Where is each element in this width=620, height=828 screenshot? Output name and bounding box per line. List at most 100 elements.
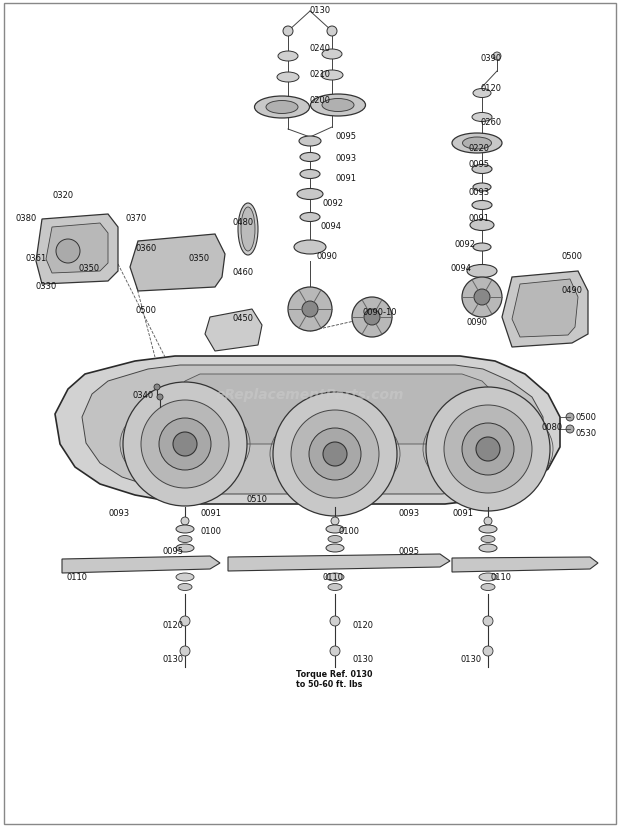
Text: 0340: 0340 bbox=[132, 390, 153, 399]
Ellipse shape bbox=[328, 584, 342, 591]
Text: 0240: 0240 bbox=[309, 43, 330, 52]
Polygon shape bbox=[130, 234, 225, 291]
Ellipse shape bbox=[277, 73, 299, 83]
Circle shape bbox=[154, 384, 160, 391]
Ellipse shape bbox=[472, 113, 492, 123]
Ellipse shape bbox=[238, 204, 258, 256]
Polygon shape bbox=[512, 280, 578, 338]
Text: 0320: 0320 bbox=[52, 190, 73, 200]
Text: 0091: 0091 bbox=[452, 509, 473, 518]
Ellipse shape bbox=[473, 89, 491, 99]
Ellipse shape bbox=[178, 584, 192, 591]
Circle shape bbox=[483, 646, 493, 657]
Text: 0500: 0500 bbox=[135, 306, 156, 314]
Circle shape bbox=[476, 437, 500, 461]
Text: 0500: 0500 bbox=[562, 251, 583, 260]
Text: 0091: 0091 bbox=[200, 509, 221, 518]
Text: 0110: 0110 bbox=[66, 573, 87, 582]
Ellipse shape bbox=[266, 101, 298, 114]
Circle shape bbox=[327, 27, 337, 37]
Ellipse shape bbox=[176, 525, 194, 533]
Text: 0093: 0093 bbox=[108, 509, 129, 518]
Text: 0500: 0500 bbox=[575, 413, 596, 422]
Circle shape bbox=[566, 413, 574, 421]
Ellipse shape bbox=[481, 584, 495, 591]
Ellipse shape bbox=[294, 241, 326, 255]
Text: 0110: 0110 bbox=[490, 573, 511, 582]
Text: 0350: 0350 bbox=[78, 263, 99, 272]
Ellipse shape bbox=[470, 220, 494, 231]
Text: 0130: 0130 bbox=[162, 655, 183, 664]
Circle shape bbox=[180, 616, 190, 626]
Text: 0130: 0130 bbox=[460, 655, 481, 664]
Ellipse shape bbox=[300, 171, 320, 180]
Ellipse shape bbox=[322, 99, 354, 113]
Ellipse shape bbox=[472, 201, 492, 210]
Text: 0260: 0260 bbox=[480, 118, 501, 127]
Polygon shape bbox=[82, 365, 544, 494]
Text: 0090: 0090 bbox=[466, 317, 487, 326]
Ellipse shape bbox=[300, 153, 320, 162]
Circle shape bbox=[283, 27, 293, 37]
Polygon shape bbox=[62, 556, 220, 573]
Ellipse shape bbox=[326, 525, 344, 533]
Circle shape bbox=[330, 616, 340, 626]
Circle shape bbox=[56, 240, 80, 263]
Ellipse shape bbox=[328, 536, 342, 543]
Text: 0330: 0330 bbox=[35, 282, 56, 290]
Text: 0100: 0100 bbox=[338, 527, 359, 536]
Circle shape bbox=[180, 646, 190, 657]
Ellipse shape bbox=[300, 214, 320, 222]
Text: 0095: 0095 bbox=[468, 159, 489, 168]
Ellipse shape bbox=[311, 95, 366, 117]
Ellipse shape bbox=[467, 265, 497, 278]
Ellipse shape bbox=[322, 50, 342, 60]
Circle shape bbox=[159, 418, 211, 470]
Ellipse shape bbox=[473, 243, 491, 252]
Circle shape bbox=[173, 432, 197, 456]
Ellipse shape bbox=[326, 544, 344, 552]
Circle shape bbox=[288, 287, 332, 331]
Text: 0093: 0093 bbox=[468, 187, 489, 196]
Text: 0530: 0530 bbox=[575, 429, 596, 438]
Text: eReplacementParts.com: eReplacementParts.com bbox=[216, 387, 404, 401]
Ellipse shape bbox=[473, 184, 491, 192]
Text: 0091: 0091 bbox=[335, 173, 356, 182]
Circle shape bbox=[444, 406, 532, 493]
Polygon shape bbox=[205, 310, 262, 352]
Polygon shape bbox=[46, 224, 108, 274]
Text: 0120: 0120 bbox=[162, 621, 183, 630]
Circle shape bbox=[462, 423, 514, 475]
Text: Torque Ref. 0130
to 50-60 ft. lbs: Torque Ref. 0130 to 50-60 ft. lbs bbox=[296, 669, 373, 689]
Ellipse shape bbox=[241, 208, 255, 252]
Text: 0100: 0100 bbox=[200, 527, 221, 536]
Ellipse shape bbox=[176, 573, 194, 581]
Ellipse shape bbox=[178, 536, 192, 543]
Text: 0210: 0210 bbox=[309, 70, 330, 79]
Ellipse shape bbox=[479, 544, 497, 552]
Polygon shape bbox=[178, 374, 498, 445]
Polygon shape bbox=[36, 214, 118, 285]
Ellipse shape bbox=[481, 536, 495, 543]
Text: 0120: 0120 bbox=[352, 621, 373, 630]
Circle shape bbox=[309, 428, 361, 480]
Ellipse shape bbox=[479, 525, 497, 533]
Text: 0480: 0480 bbox=[232, 217, 253, 226]
Ellipse shape bbox=[452, 134, 502, 154]
Circle shape bbox=[331, 518, 339, 525]
Text: 0200: 0200 bbox=[309, 95, 330, 104]
Ellipse shape bbox=[326, 573, 344, 581]
Ellipse shape bbox=[479, 573, 497, 581]
Polygon shape bbox=[228, 554, 450, 571]
Polygon shape bbox=[55, 357, 560, 504]
Ellipse shape bbox=[297, 190, 323, 200]
Ellipse shape bbox=[321, 71, 343, 81]
Text: 0095: 0095 bbox=[398, 546, 419, 556]
Circle shape bbox=[302, 301, 318, 318]
Circle shape bbox=[323, 442, 347, 466]
Circle shape bbox=[181, 518, 189, 525]
Circle shape bbox=[141, 401, 229, 489]
Text: 0090-10: 0090-10 bbox=[362, 307, 397, 316]
Circle shape bbox=[352, 297, 392, 338]
Circle shape bbox=[273, 392, 397, 517]
